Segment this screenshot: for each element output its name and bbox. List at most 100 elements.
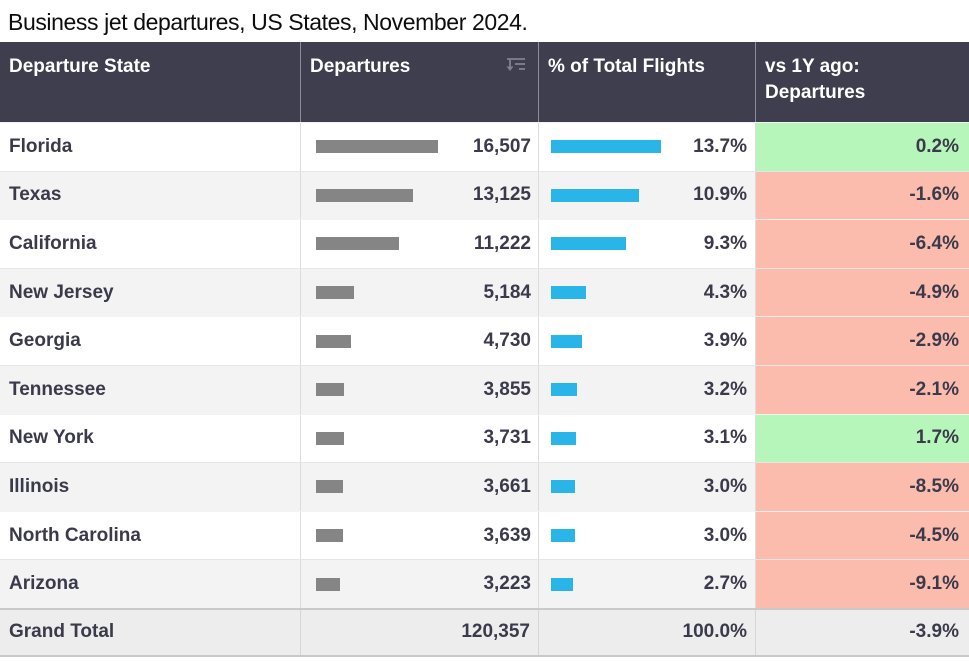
pct-bar [551, 480, 575, 494]
table-row[interactable]: Tennessee 3,855 3.2% -2.1% [0, 364, 969, 414]
pct-bar [551, 286, 586, 300]
pct-bar [551, 431, 576, 445]
pct-of-total-cell: 3.9% [538, 317, 755, 365]
departures-cell: 16,507 [300, 123, 538, 171]
table-row[interactable]: North Carolina 3,639 3.0% -4.5% [0, 510, 969, 560]
departures-bar [316, 577, 340, 591]
report-title: Business jet departures, US States, Nove… [8, 8, 528, 35]
table-row[interactable]: Georgia 4,730 3.9% -2.9% [0, 316, 969, 365]
pct-bar [551, 237, 626, 251]
departures-value: 3,223 [483, 573, 531, 595]
departures-cell: 5,184 [300, 268, 538, 317]
departures-value: 3,855 [483, 378, 531, 400]
table-row[interactable]: New Jersey 5,184 4.3% -4.9% [0, 267, 969, 317]
pct-bar [551, 140, 661, 154]
pct-value: 2.7% [703, 573, 747, 595]
vs-1y-ago-cell: -6.4% [755, 220, 969, 268]
state-name: New Jersey [9, 281, 114, 303]
departures-value: 5,184 [483, 281, 531, 303]
departures-value: 13,125 [472, 184, 531, 206]
pct-value: 4.3% [703, 281, 747, 303]
pct-of-total-cell: 3.0% [538, 511, 755, 560]
departures-bar [316, 334, 351, 348]
sort-descending-icon[interactable] [504, 55, 528, 81]
vs-1y-ago-cell: 1.7% [755, 414, 969, 463]
pct-bar [551, 529, 575, 543]
departures-bar [316, 286, 354, 300]
table-row[interactable]: California 11,222 9.3% -6.4% [0, 219, 969, 268]
vs-1y-ago-cell: -4.5% [755, 511, 969, 560]
table-row[interactable]: Florida 16,507 13.7% 0.2% [0, 122, 969, 171]
column-header-departure-state[interactable]: Departure State [9, 56, 151, 77]
pct-of-total-cell: 3.0% [538, 463, 755, 511]
departures-bar [316, 140, 438, 154]
pct-value: 3.0% [703, 524, 747, 546]
column-header-departures[interactable]: Departures [300, 42, 538, 122]
table-row[interactable]: Illinois 3,661 3.0% -8.5% [0, 462, 969, 511]
departures-value: 11,222 [473, 232, 531, 254]
departures-cell: 3,855 [300, 365, 538, 414]
vs-1y-ago-cell: 0.2% [755, 123, 969, 171]
column-header-pct-of-total[interactable]: % of Total Flights [538, 42, 755, 122]
departures-cell: 3,661 [300, 463, 538, 511]
departures-bar [316, 431, 344, 445]
state-name: Georgia [9, 330, 81, 352]
departures-cell: 3,731 [300, 414, 538, 463]
table-header-row: Departure State Departures % of Total Fl… [0, 42, 969, 122]
table-row[interactable]: Arizona 3,223 2.7% -9.1% [0, 559, 969, 608]
departures-value: 4,730 [483, 330, 531, 352]
vs-1y-ago-cell: -2.1% [755, 365, 969, 414]
departures-value: 3,639 [483, 524, 531, 546]
pct-value: 3.1% [703, 427, 747, 449]
pct-bar [551, 577, 573, 591]
state-name: Illinois [9, 475, 70, 497]
pct-of-total-cell: 2.7% [538, 560, 755, 608]
pct-of-total-cell: 9.3% [538, 220, 755, 268]
departures-bar [316, 383, 344, 397]
departures-cell: 3,639 [300, 511, 538, 560]
pct-bar [551, 334, 582, 348]
departures-cell: 11,222 [300, 220, 538, 268]
grand-total-row: Grand Total 120,357 100.0% -3.9% [0, 607, 969, 657]
column-header-vs-1y-ago[interactable]: vs 1Y ago: Departures [755, 42, 969, 122]
pct-value: 3.9% [703, 330, 747, 352]
grand-total-departures: 120,357 [300, 609, 538, 655]
vs-1y-ago-cell: -4.9% [755, 268, 969, 317]
table-row[interactable]: Texas 13,125 10.9% -1.6% [0, 170, 969, 220]
departures-bar [316, 480, 343, 494]
departures-value: 3,661 [483, 475, 531, 497]
pct-value: 9.3% [703, 232, 747, 254]
departures-value: 16,507 [472, 135, 531, 157]
pct-of-total-cell: 10.9% [538, 171, 755, 220]
pct-value: 13.7% [693, 135, 747, 157]
pct-of-total-cell: 3.2% [538, 365, 755, 414]
table-row[interactable]: New York 3,731 3.1% 1.7% [0, 413, 969, 463]
vs-1y-ago-cell: -2.9% [755, 317, 969, 365]
state-name: Arizona [9, 573, 79, 595]
state-name: Tennessee [9, 378, 106, 400]
pct-bar [551, 383, 577, 397]
grand-total-pct: 100.0% [538, 609, 755, 655]
pct-bar [551, 188, 639, 202]
state-name: California [9, 232, 97, 254]
pct-value: 3.2% [703, 378, 747, 400]
departures-value: 3,731 [483, 427, 531, 449]
pct-value: 10.9% [693, 184, 747, 206]
state-name: Florida [9, 135, 73, 157]
departures-bar [316, 237, 399, 251]
column-header-departures-label: Departures [310, 56, 411, 77]
pct-value: 3.0% [703, 475, 747, 497]
departures-cell: 4,730 [300, 317, 538, 365]
vs-1y-ago-cell: -8.5% [755, 463, 969, 511]
pct-of-total-cell: 4.3% [538, 268, 755, 317]
state-name: Texas [9, 184, 62, 206]
departures-cell: 13,125 [300, 171, 538, 220]
state-name: New York [9, 427, 94, 449]
vs-1y-ago-cell: -9.1% [755, 560, 969, 608]
pct-of-total-cell: 13.7% [538, 123, 755, 171]
table-body: Florida 16,507 13.7% 0.2% Texas 13,125 10.9% -1… [0, 122, 969, 608]
vs-1y-ago-cell: -1.6% [755, 171, 969, 220]
pct-of-total-cell: 3.1% [538, 414, 755, 463]
departures-bar [316, 188, 413, 202]
departures-cell: 3,223 [300, 560, 538, 608]
